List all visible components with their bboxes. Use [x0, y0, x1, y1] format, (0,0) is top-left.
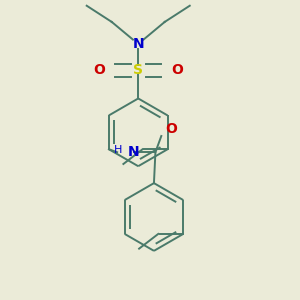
Text: O: O: [166, 122, 178, 136]
Text: O: O: [171, 64, 183, 77]
Text: N: N: [132, 37, 144, 51]
Text: O: O: [93, 64, 105, 77]
Text: H: H: [114, 146, 122, 155]
Text: S: S: [133, 64, 143, 77]
Text: N: N: [128, 145, 139, 159]
